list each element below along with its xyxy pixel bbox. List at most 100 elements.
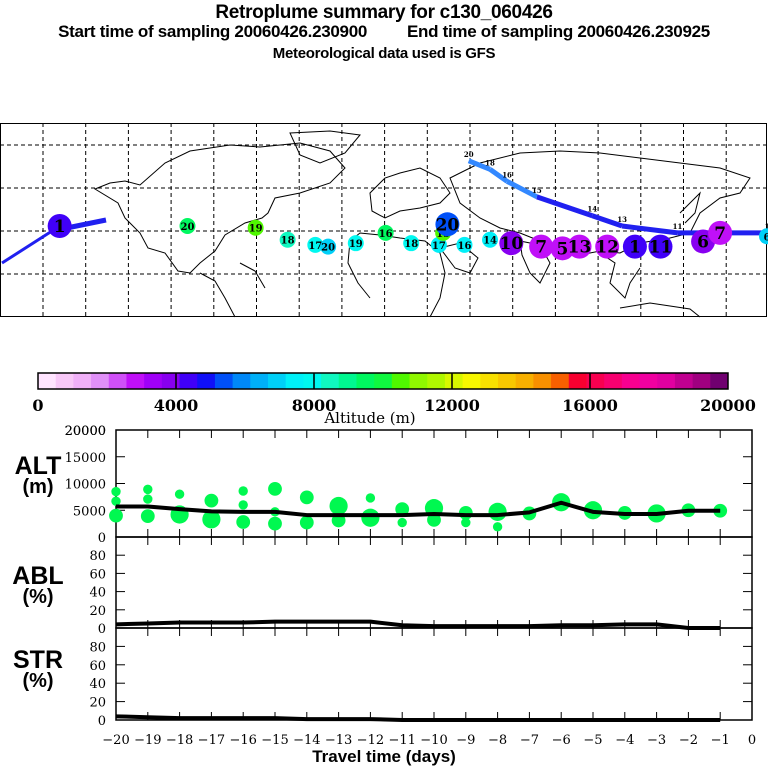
cluster-label: 1 (54, 217, 66, 237)
colorbar-swatch (427, 373, 446, 389)
str-label: STR (13, 646, 63, 674)
scatter-point (268, 516, 282, 531)
series-line (115, 619, 721, 630)
met-data-label: Meteorological data used is GFS (272, 45, 496, 62)
cluster-marker: 16 (377, 224, 394, 241)
colorbar-tick-label: 16000 (562, 396, 618, 415)
cluster-marker: 11 (648, 234, 673, 259)
y-tick-label: 60 (89, 567, 106, 582)
colorbar-swatch (38, 373, 57, 389)
cluster-circle (279, 231, 296, 248)
scatter-point (492, 522, 503, 532)
cluster-circle (648, 234, 673, 259)
colorbar-swatch (409, 373, 428, 389)
track-segment (488, 167, 509, 184)
cluster-circle (435, 212, 460, 237)
y-tick-label: 60 (89, 659, 106, 674)
scatter-point (365, 493, 376, 503)
x-tick-label: −16 (229, 733, 256, 748)
cluster-label: 10 (499, 234, 523, 254)
y-tick-label: 20000 (65, 424, 106, 439)
scatter-point (236, 515, 251, 529)
x-tick-label: −13 (325, 733, 352, 748)
y-tick-label: 0 (98, 531, 106, 546)
cluster-circle (708, 220, 733, 245)
sampling-times: Start time of sampling 20060426.230900 En… (0, 22, 768, 42)
cluster-marker: 18 (403, 235, 420, 252)
colorbar-swatch (179, 373, 198, 389)
scatter-point (111, 486, 121, 497)
scatter-point (424, 499, 444, 518)
x-tick-label: −8 (488, 733, 507, 748)
colorbar-swatch (303, 373, 322, 389)
colorbar-swatch (55, 373, 74, 389)
track-segment (536, 194, 594, 219)
x-tick-label: −7 (520, 733, 539, 748)
coastline (93, 142, 346, 274)
scatter-point (522, 506, 537, 521)
x-tick-label: −20 (102, 733, 129, 748)
colorbar-swatch (268, 373, 287, 389)
cluster-label: 1 (629, 238, 641, 258)
colorbar-swatch (533, 373, 552, 389)
scatter-point (111, 496, 121, 506)
colorbar-swatch (551, 373, 570, 389)
colorbar-swatch (462, 373, 481, 389)
scatter-point (143, 494, 153, 504)
scatter-point (238, 486, 248, 496)
cluster-label: 17 (432, 241, 446, 252)
colorbar-tick-label: 0 (32, 396, 43, 415)
retroplume-map: 2018161514131191 12019181720191618171520… (0, 123, 768, 318)
cluster-marker: 7 (708, 220, 733, 245)
abl-panel-label: ABL (%) (8, 564, 68, 608)
colorbar-swatch (374, 373, 393, 389)
cluster-circle (499, 231, 524, 256)
cluster-label: 7 (535, 238, 547, 258)
scatter-point (397, 517, 407, 528)
cluster-label: 19 (249, 224, 263, 235)
colorbar-swatch (197, 373, 216, 389)
coastline (347, 232, 446, 318)
colorbar-swatch (515, 373, 534, 389)
colorbar-swatch (586, 373, 605, 389)
cluster-label: 18 (281, 236, 295, 247)
scatter-point (681, 503, 696, 518)
track-segment (505, 179, 539, 200)
y-tick-label: 20000 (65, 424, 106, 439)
track-label: 14 (587, 205, 597, 214)
cluster-circle (307, 236, 324, 253)
track-segment (621, 223, 678, 236)
colorbar-tick-label: 8000 (292, 396, 337, 415)
cluster-marker: 7 (529, 234, 554, 259)
cluster-circle (482, 231, 499, 248)
scatter-point (109, 508, 123, 523)
cluster-label: 20 (321, 243, 335, 254)
panel-frame (115, 429, 753, 538)
map-frame (0, 123, 767, 317)
cluster-marker: 6 (759, 228, 768, 245)
scatter-point (458, 506, 473, 520)
scatter-point (427, 512, 441, 527)
series-line (116, 500, 721, 518)
cluster-circle (759, 228, 768, 245)
abl-unit: (%) (22, 586, 54, 608)
track-label: 18 (485, 158, 495, 167)
x-tick-label: −18 (166, 733, 193, 748)
cluster-marker: 13 (567, 234, 592, 259)
cluster-label: 6 (764, 232, 768, 243)
track-segment (591, 213, 623, 229)
track-label: 11 (673, 222, 683, 231)
cluster-circle (377, 224, 394, 241)
y-tick-label: 40 (89, 586, 106, 601)
cluster-label: 5 (557, 239, 569, 259)
x-tick-label: −4 (615, 733, 634, 748)
cluster-label: 19 (349, 239, 363, 250)
cluster-label: 20 (181, 222, 195, 233)
cluster-marker: 20 (435, 212, 460, 237)
scatter-point (270, 507, 280, 517)
colorbar-swatch (710, 373, 729, 389)
colorbar-swatch (568, 373, 587, 389)
track-label: 16 (502, 170, 512, 179)
x-tick-label: 0 (748, 733, 756, 748)
scatter-point (461, 517, 471, 528)
